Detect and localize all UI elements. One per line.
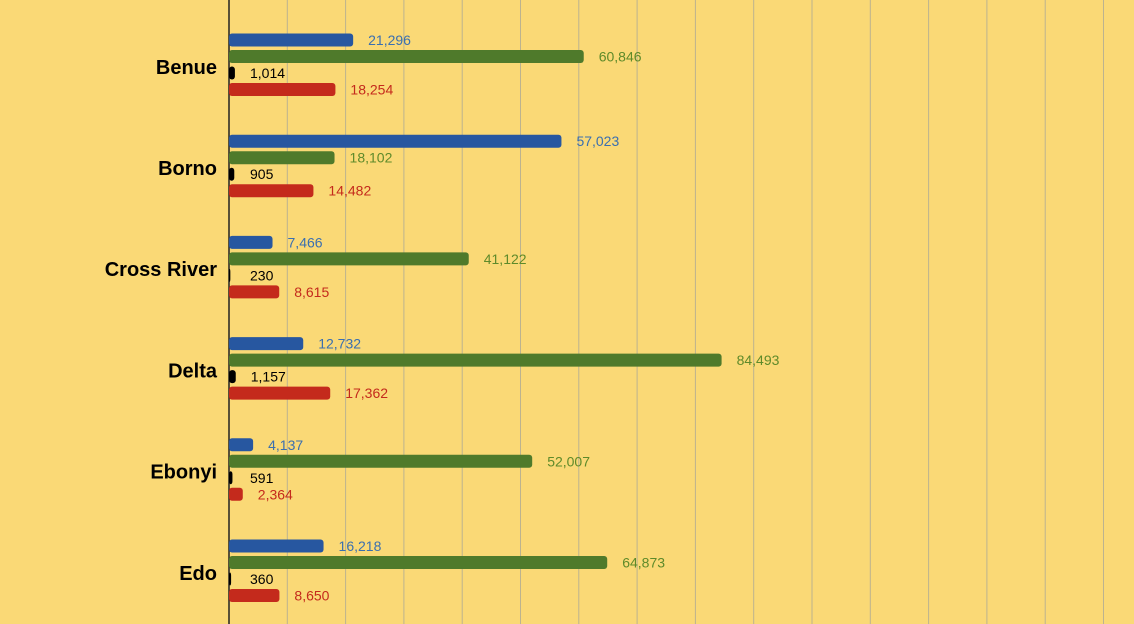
category-label: Borno (158, 158, 217, 180)
bar (229, 386, 331, 400)
data-label: 57,023 (576, 133, 619, 149)
bar (229, 134, 562, 148)
data-label: 14,482 (328, 183, 371, 199)
bar (229, 268, 231, 282)
data-label: 230 (250, 267, 274, 283)
data-label: 12,732 (318, 336, 361, 352)
bar (229, 487, 243, 501)
category-labels: Benue Borno Cross River Delta Ebonyi Edo (105, 57, 218, 585)
data-label: 4,137 (268, 437, 303, 453)
data-label: 1,014 (250, 65, 285, 81)
data-label: 52,007 (547, 453, 590, 469)
bar (229, 572, 232, 586)
bar (229, 337, 304, 351)
category-label: Edo (179, 563, 217, 585)
bar (229, 454, 533, 468)
bar (229, 285, 280, 299)
data-label: 1,157 (251, 369, 286, 385)
data-label: 7,466 (288, 234, 323, 250)
category-label: Benue (156, 57, 217, 79)
data-label: 8,615 (294, 284, 329, 300)
data-label: 84,493 (737, 352, 780, 368)
data-labels: 21,296 60,846 1,014 18,254 57,023 18,102 905 14… (250, 32, 780, 604)
category-label: Cross River (105, 259, 217, 281)
bar (229, 556, 608, 569)
bar (229, 50, 584, 63)
bar (229, 539, 324, 553)
bar (229, 589, 280, 602)
bar (229, 33, 354, 47)
bar (229, 167, 235, 181)
bar (229, 438, 254, 452)
data-label: 18,254 (350, 82, 393, 98)
data-label: 17,362 (345, 385, 388, 401)
bar (229, 66, 235, 80)
data-label: 8,650 (294, 588, 329, 604)
data-label: 41,122 (484, 251, 527, 267)
bar (229, 252, 469, 266)
data-label: 60,846 (599, 49, 642, 65)
bar (229, 471, 233, 485)
data-label: 64,873 (622, 555, 665, 571)
bar (229, 184, 314, 198)
bar (229, 151, 335, 165)
bar (229, 235, 273, 249)
category-label: Ebonyi (150, 462, 217, 484)
bar (229, 83, 336, 96)
category-label: Delta (168, 360, 218, 382)
bar (229, 370, 236, 384)
bar-marks (229, 33, 722, 602)
data-label: 360 (250, 571, 274, 587)
data-label: 21,296 (368, 32, 411, 48)
data-label: 905 (250, 166, 274, 182)
gridlines (286, 0, 1104, 624)
bar (229, 353, 722, 367)
data-label: 16,218 (339, 538, 382, 554)
data-label: 2,364 (258, 486, 293, 502)
data-label: 18,102 (350, 150, 393, 166)
data-label: 591 (250, 470, 274, 486)
